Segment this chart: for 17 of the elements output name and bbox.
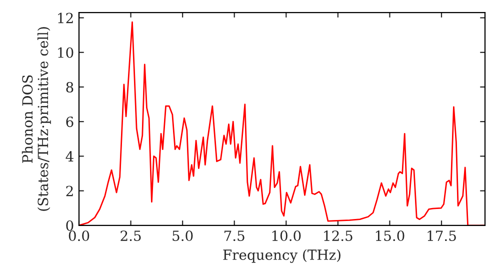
- x-tick-label: 12.5: [324, 230, 352, 242]
- x-tick-label: 10.0: [272, 230, 301, 242]
- y-tick-label: 0: [66, 220, 74, 231]
- x-tick-label: 17.5: [428, 230, 456, 242]
- y-tick-label: 4: [66, 151, 74, 162]
- y-tick-label: 2: [66, 186, 73, 196]
- x-tick-label: 0.0: [68, 230, 90, 242]
- x-tick-label: 2.5: [120, 230, 141, 242]
- x-axis-title: Frequency (THz): [223, 249, 340, 263]
- x-tick-label: 5.0: [172, 230, 193, 242]
- y-tick-label: 10: [58, 47, 74, 58]
- x-tick-label: 15.0: [376, 230, 404, 242]
- x-tick-label: 7.5: [224, 230, 244, 242]
- y-tick-label: 8: [66, 82, 74, 92]
- y-tick-label: 12: [58, 12, 73, 24]
- y-axis-title: Phonon DOS (States/THz·primitive cell): [22, 27, 51, 211]
- y-tick-label: 6: [66, 116, 74, 128]
